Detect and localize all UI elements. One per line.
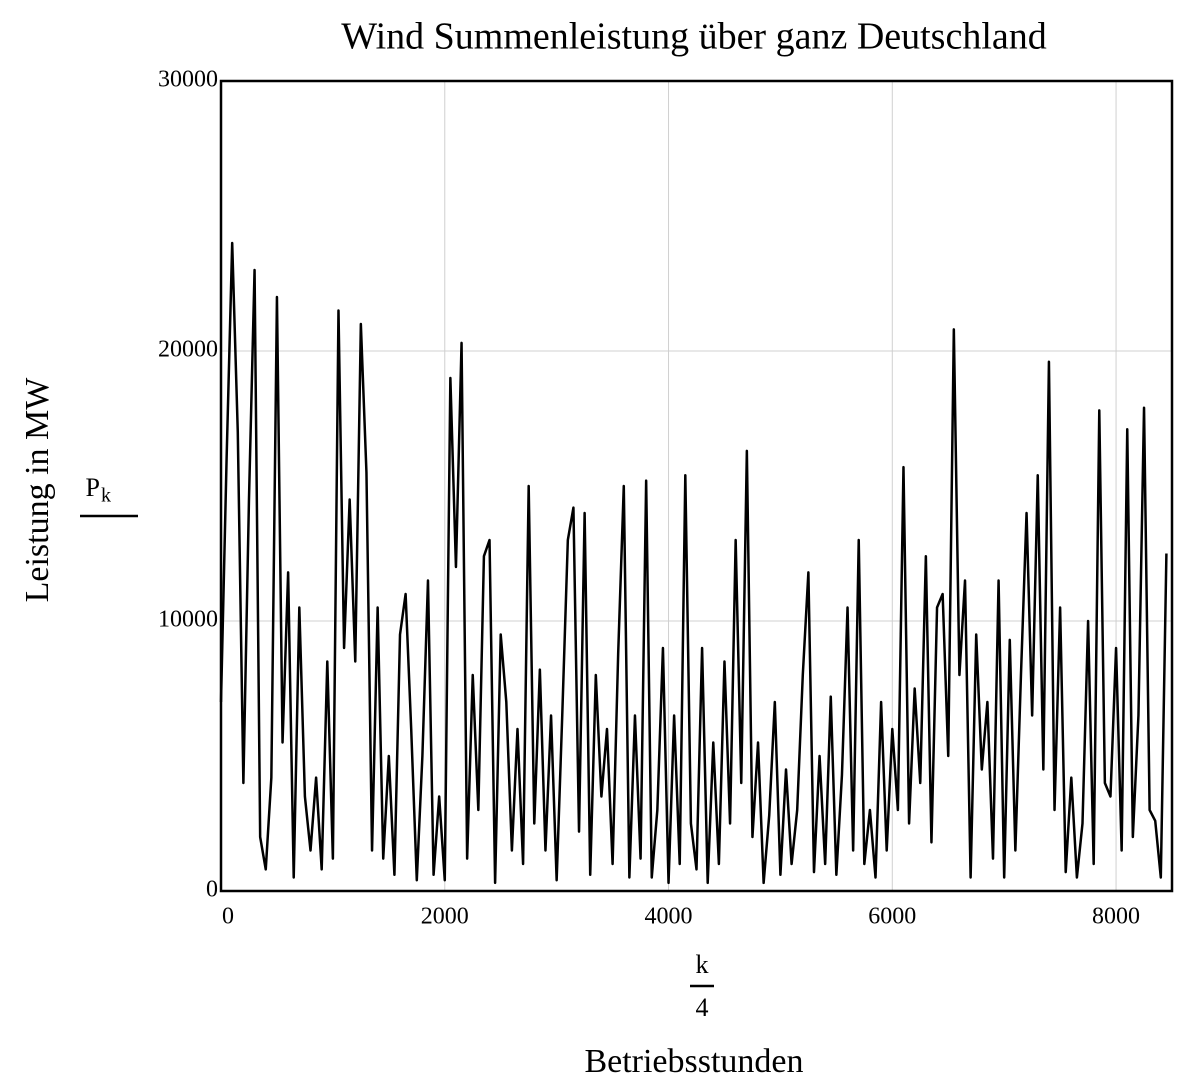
x-tick-label: 2000 (421, 904, 469, 930)
data-line (219, 241, 1168, 885)
x-tick-label: 0 (222, 904, 234, 930)
x-tick-label: 6000 (868, 904, 916, 930)
x-tick-label: 8000 (1092, 904, 1140, 930)
y-tick-label: 0 (206, 877, 218, 903)
y-tick-label: 30000 (158, 67, 218, 93)
chart-title: Wind Summenleistung über ganz Deutschlan… (341, 16, 1047, 58)
y-tick-label: 10000 (158, 607, 218, 633)
y-expr-subscript: k (101, 485, 111, 507)
x-expr-denominator: 4 (696, 993, 709, 1022)
x-tick-label: 4000 (645, 904, 693, 930)
y-expr-symbol: P (86, 473, 100, 502)
y-axis-label: Leistung in MW (19, 377, 56, 603)
y-tick-label: 20000 (158, 337, 218, 363)
plot-frame (219, 79, 1174, 893)
x-axis-label: Betriebsstunden (584, 1043, 803, 1080)
x-expr-numerator: k (696, 950, 709, 979)
